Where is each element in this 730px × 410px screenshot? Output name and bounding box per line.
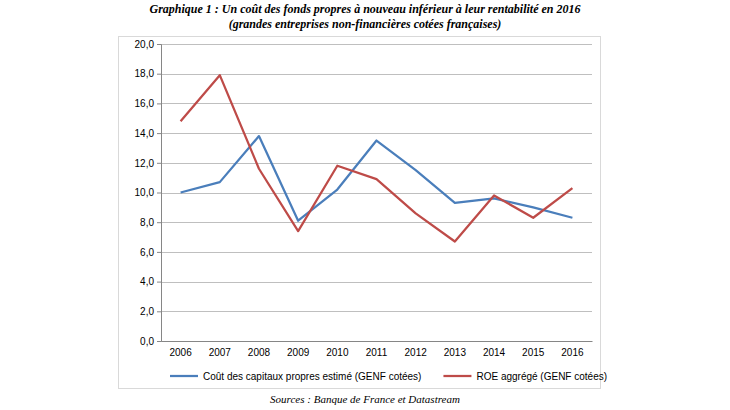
y-tick: 12,0 (135, 158, 161, 169)
y-tick-mark (157, 74, 161, 75)
x-tick: 2013 (444, 341, 467, 358)
y-tick-mark (157, 103, 161, 104)
y-tick-label: 20,0 (135, 39, 155, 50)
legend-swatch (170, 375, 198, 377)
x-tick: 2009 (287, 341, 310, 358)
x-tick: 2010 (326, 341, 349, 358)
y-tick-label: 4,0 (140, 276, 154, 287)
grid (161, 45, 592, 342)
x-axis-line (162, 341, 593, 342)
x-tick-label: 2006 (169, 347, 192, 358)
grid-line (161, 311, 592, 312)
y-axis-line (157, 45, 162, 342)
y-tick-mark (157, 193, 161, 194)
y-tick-mark (157, 252, 161, 253)
chart-frame (119, 37, 601, 389)
legend-label: Coût des capitaux propres estimé (GENF c… (203, 371, 421, 382)
x-tick-label: 2015 (522, 347, 545, 358)
y-tick-label: 10,0 (135, 187, 155, 198)
y-tick-label: 16,0 (135, 98, 155, 109)
y-tick-mark (157, 341, 161, 342)
legend-swatch (443, 375, 471, 377)
y-tick-mark (157, 133, 161, 134)
x-tick-label: 2014 (483, 347, 506, 358)
x-tick-label: 2009 (287, 347, 310, 358)
y-tick: 14,0 (135, 128, 161, 139)
y-tick: 10,0 (135, 187, 161, 198)
x-tick-label: 2012 (405, 347, 428, 358)
series-line (181, 75, 573, 241)
y-tick: 4,0 (140, 276, 161, 287)
y-tick-label: 12,0 (135, 158, 155, 169)
legend: Coût des capitaux propres estimé (GENF c… (170, 371, 607, 382)
y-tick: 18,0 (135, 68, 161, 79)
y-tick: 16,0 (135, 98, 161, 109)
grid-line (161, 252, 592, 253)
legend-label: ROE aggrégé (GENF cotées) (476, 371, 607, 382)
x-tick-label: 2016 (561, 347, 584, 358)
y-tick-mark (157, 44, 161, 45)
x-tick-label: 2013 (444, 347, 467, 358)
y-tick-mark (157, 222, 161, 223)
chart: Graphique 1 : Un coût des fonds propres … (0, 0, 730, 410)
x-tick: 2015 (522, 341, 545, 358)
x-tick-label: 2008 (248, 347, 271, 358)
y-tick-label: 8,0 (140, 217, 154, 228)
grid-line (161, 163, 592, 164)
x-tick: 2006 (169, 341, 192, 358)
y-tick: 8,0 (140, 217, 161, 228)
y-tick-label: 18,0 (135, 68, 155, 79)
x-tick: 2007 (209, 341, 232, 358)
source: Sources : Banque de France et Datastream (270, 393, 460, 405)
x-tick: 2014 (483, 341, 506, 358)
x-tick: 2008 (248, 341, 271, 358)
grid-line (161, 193, 592, 194)
y-tick: 2,0 (140, 306, 161, 317)
x-tick-label: 2007 (209, 347, 232, 358)
subtitle: (grandes entreprises non-financières cot… (229, 17, 502, 31)
grid-line (161, 222, 592, 223)
y-tick-mark (157, 282, 161, 283)
grid-line (161, 103, 592, 104)
x-axis: 2006 2007 2008 2009 2010 2011 2012 2013 2014 2015… (162, 341, 593, 358)
x-tick: 2016 (561, 341, 584, 358)
lines (181, 75, 573, 241)
grid-line (161, 44, 592, 45)
grid-line (161, 133, 592, 134)
title: Graphique 1 : Un coût des fonds propres … (149, 2, 580, 16)
y-tick-mark (157, 163, 161, 164)
y-tick-label: 2,0 (140, 306, 154, 317)
x-tick-label: 2010 (326, 347, 349, 358)
grid-line (161, 74, 592, 75)
y-axis: 0,0 2,0 4,0 6,0 8,0 10,0 12,0 14,0 16,0 18,0 20,0 (135, 39, 162, 347)
y-tick: 6,0 (140, 247, 161, 258)
x-tick: 2011 (366, 341, 388, 358)
x-tick: 2012 (405, 341, 428, 358)
y-tick: 20,0 (135, 39, 161, 50)
grid-line (161, 341, 592, 342)
x-tick-label: 2011 (366, 347, 388, 358)
y-tick-label: 0,0 (140, 336, 154, 347)
grid-line (161, 282, 592, 283)
y-tick-label: 6,0 (140, 247, 154, 258)
y-tick: 0,0 (140, 336, 161, 347)
y-tick-label: 14,0 (135, 128, 155, 139)
y-tick-mark (157, 311, 161, 312)
